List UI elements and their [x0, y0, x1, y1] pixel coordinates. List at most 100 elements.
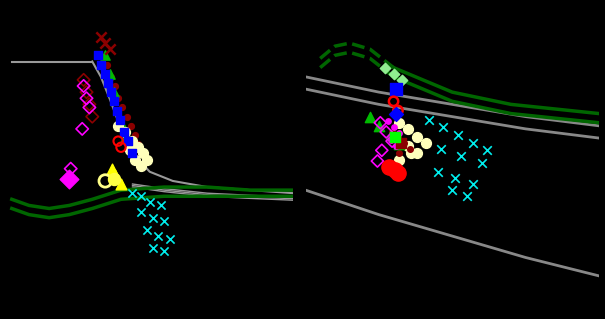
Point [116, 182, 126, 187]
Point [122, 114, 131, 119]
Point [390, 168, 400, 173]
Point [136, 194, 146, 199]
Point [384, 165, 394, 170]
Point [388, 125, 398, 130]
Point [108, 166, 117, 171]
Point [136, 151, 146, 156]
Point [106, 90, 116, 95]
Point [115, 117, 125, 122]
Point [103, 80, 113, 85]
Point [79, 77, 88, 82]
Point [100, 41, 110, 46]
Point [439, 125, 448, 130]
Point [388, 99, 398, 104]
Point [120, 136, 130, 141]
Point [159, 218, 169, 223]
Point [391, 111, 401, 116]
Point [373, 159, 382, 164]
Point [387, 130, 397, 135]
Point [110, 172, 120, 177]
Point [393, 108, 403, 113]
Point [165, 237, 175, 242]
Point [456, 154, 466, 159]
Point [102, 62, 111, 67]
Point [125, 148, 134, 153]
Point [133, 142, 143, 147]
Point [412, 134, 422, 139]
Point [381, 130, 391, 135]
Point [128, 138, 137, 144]
Point [388, 71, 398, 76]
Point [394, 151, 404, 156]
Point [424, 117, 434, 122]
Point [113, 123, 123, 128]
Point [404, 126, 413, 131]
Point [109, 99, 119, 104]
Point [145, 200, 155, 205]
Point [387, 138, 397, 144]
Point [77, 126, 87, 131]
Point [109, 177, 119, 182]
Point [453, 132, 463, 137]
Point [462, 194, 472, 199]
Point [391, 86, 401, 92]
Point [421, 140, 431, 145]
Point [87, 114, 97, 119]
Point [397, 77, 407, 82]
Point [448, 188, 457, 193]
Point [113, 96, 123, 101]
Point [390, 134, 400, 139]
Point [128, 191, 137, 196]
Point [396, 140, 406, 145]
Point [110, 84, 120, 89]
Point [376, 120, 385, 125]
Point [386, 137, 396, 142]
Point [100, 178, 110, 183]
Point [82, 96, 91, 101]
Point [468, 182, 477, 187]
Point [412, 151, 422, 156]
Point [148, 215, 157, 220]
Point [405, 146, 414, 151]
Point [483, 148, 492, 153]
Point [105, 47, 114, 52]
Point [391, 143, 401, 148]
Point [156, 203, 166, 208]
Point [120, 130, 130, 135]
Point [100, 53, 110, 58]
Point [116, 145, 126, 150]
Point [126, 123, 136, 128]
Point [433, 169, 442, 174]
Point [112, 108, 122, 113]
Point [468, 140, 477, 145]
Point [85, 105, 94, 110]
Point [117, 105, 127, 110]
Point [109, 90, 119, 95]
Point [393, 134, 403, 139]
Point [66, 166, 76, 171]
Point [96, 34, 106, 40]
Point [133, 145, 143, 150]
Point [131, 157, 140, 162]
Point [136, 163, 146, 168]
Point [106, 74, 116, 79]
Point [116, 120, 126, 125]
Point [100, 71, 110, 76]
Point [383, 119, 393, 124]
Point [477, 160, 486, 165]
Point [404, 143, 413, 148]
Point [65, 177, 74, 182]
Point [79, 84, 88, 89]
Point [113, 138, 123, 144]
Point [394, 120, 404, 125]
Point [148, 246, 157, 251]
Point [365, 114, 375, 119]
Point [450, 175, 460, 181]
Point [131, 132, 140, 137]
Point [128, 151, 137, 156]
Point [394, 142, 404, 147]
Point [85, 102, 94, 107]
Point [82, 90, 91, 95]
Point [394, 131, 404, 136]
Point [123, 138, 133, 144]
